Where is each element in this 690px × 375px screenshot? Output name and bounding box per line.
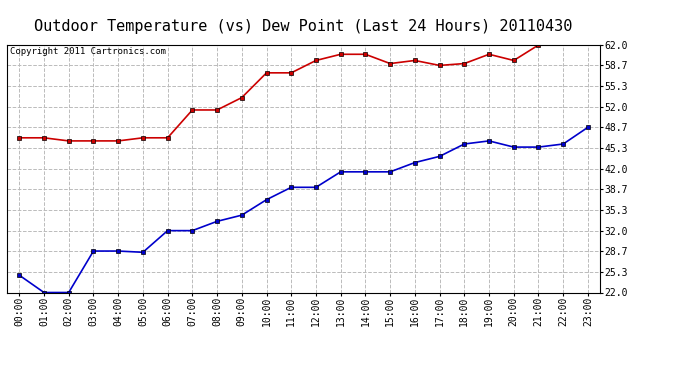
Text: Outdoor Temperature (vs) Dew Point (Last 24 Hours) 20110430: Outdoor Temperature (vs) Dew Point (Last… (34, 19, 573, 34)
Text: Copyright 2011 Cartronics.com: Copyright 2011 Cartronics.com (10, 48, 166, 57)
